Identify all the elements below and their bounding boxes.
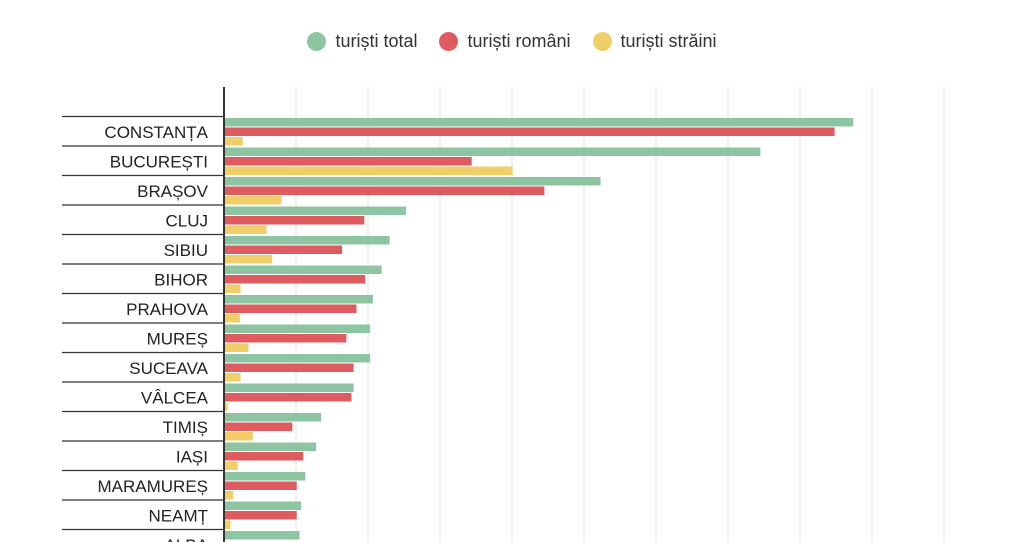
category-label: NEAMȚ	[149, 507, 209, 526]
bar-straini	[224, 284, 241, 293]
bar-romani	[224, 422, 293, 431]
bar-romani	[224, 363, 354, 372]
category-label: BRAȘOV	[137, 182, 209, 201]
legend-swatch-total	[307, 32, 327, 51]
category-label: MUREȘ	[147, 330, 208, 349]
bar-total	[224, 236, 390, 245]
category-label: SUCEAVA	[129, 359, 208, 378]
bar-straini	[224, 137, 243, 146]
category-label: BIHOR	[154, 271, 208, 290]
bar-straini	[224, 196, 282, 205]
legend-item-straini: turiști străini	[592, 31, 717, 52]
legend-swatch-romani	[439, 32, 459, 51]
category-label: MARAMUREȘ	[97, 477, 208, 496]
bar-total	[224, 501, 302, 510]
bar-total	[224, 147, 761, 156]
bar-straini	[224, 520, 231, 529]
bar-straini	[224, 491, 234, 500]
category-label: CONSTANȚA	[104, 123, 208, 142]
bar-straini	[224, 373, 241, 382]
category-label: VÂLCEA	[141, 389, 209, 408]
category-label: BUCUREȘTI	[110, 153, 208, 172]
category-label: CLUJ	[165, 212, 208, 231]
bar-straini	[224, 166, 513, 175]
legend: turiști total turiști români turiști str…	[0, 31, 1024, 52]
category-label: PRAHOVA	[126, 300, 209, 319]
bar-straini	[224, 255, 273, 264]
bar-straini	[224, 461, 238, 470]
bar-romani	[224, 511, 297, 520]
bar-total	[224, 472, 306, 481]
bar-romani	[224, 127, 835, 136]
bar-total	[224, 206, 407, 215]
bar-total	[224, 177, 601, 186]
bar-romani	[224, 186, 545, 195]
bar-straini	[224, 225, 267, 234]
bar-romani	[224, 275, 366, 284]
legend-label-total: turiști total	[335, 31, 418, 51]
category-label: IAȘI	[176, 448, 208, 467]
bar-straini	[224, 343, 249, 352]
bar-straini	[224, 432, 253, 441]
bar-straini	[224, 314, 240, 323]
bar-romani	[224, 304, 357, 313]
category-label: TIMIȘ	[163, 418, 208, 437]
bar-total	[224, 354, 371, 363]
bar-total	[224, 118, 854, 127]
legend-item-romani: turiști români	[439, 31, 571, 52]
bar-straini	[224, 402, 228, 411]
legend-label-straini: turiști străini	[620, 31, 717, 51]
bar-romani	[224, 452, 304, 461]
legend-item-total: turiști total	[307, 31, 417, 52]
bar-total	[224, 442, 317, 451]
legend-label-romani: turiști români	[467, 31, 571, 51]
bar-total	[224, 295, 374, 304]
bar-romani	[224, 157, 472, 166]
bar-romani	[224, 481, 297, 490]
bar-total	[224, 413, 322, 422]
bar-romani	[224, 334, 347, 343]
category-label: SIBIU	[164, 241, 208, 260]
legend-swatch-straini	[592, 32, 612, 51]
bar-total	[224, 531, 300, 540]
bar-total	[224, 383, 354, 392]
bar-romani	[224, 393, 352, 402]
bar-total	[224, 324, 371, 333]
bar-romani	[224, 245, 343, 254]
category-label: ALBA	[165, 536, 209, 542]
bar-romani	[224, 216, 365, 225]
bar-total	[224, 265, 382, 274]
